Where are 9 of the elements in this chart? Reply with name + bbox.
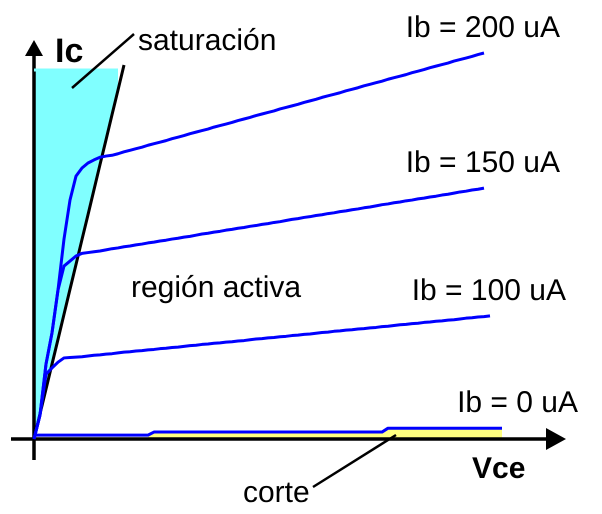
text: corte [243, 476, 310, 509]
series-label: Ib = 100 uA [412, 274, 566, 307]
series-label: Ib = 150 uA [406, 146, 560, 180]
series-label: Ib = 200 uA [406, 11, 560, 44]
x-axis-title: Vce [472, 452, 526, 485]
series-label: Ib = 0 uA [457, 386, 578, 420]
annotation: región activa [131, 271, 302, 304]
y-axis-title: Ic [55, 32, 84, 70]
annotation: saturación [138, 24, 276, 57]
